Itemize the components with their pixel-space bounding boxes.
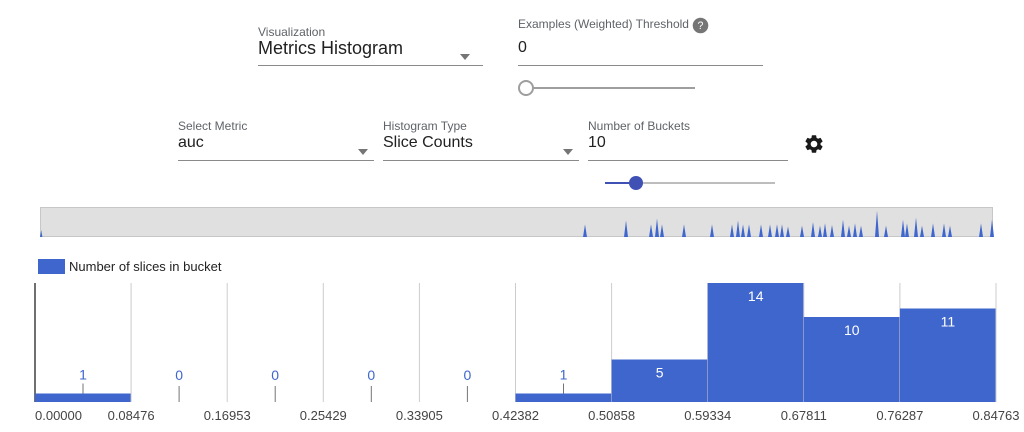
svg-text:0.76287: 0.76287 bbox=[876, 408, 923, 423]
svg-text:0: 0 bbox=[271, 367, 279, 383]
svg-text:0.00000: 0.00000 bbox=[35, 408, 82, 423]
svg-text:0.16953: 0.16953 bbox=[204, 408, 251, 423]
svg-text:14: 14 bbox=[748, 288, 764, 304]
svg-text:0.25429: 0.25429 bbox=[300, 408, 347, 423]
svg-text:0: 0 bbox=[464, 367, 472, 383]
svg-text:0.33905: 0.33905 bbox=[396, 408, 443, 423]
svg-text:1: 1 bbox=[560, 367, 568, 383]
svg-text:0.67811: 0.67811 bbox=[781, 408, 827, 423]
svg-text:0.42382: 0.42382 bbox=[492, 408, 539, 423]
svg-text:1: 1 bbox=[79, 367, 87, 383]
svg-text:0.84763: 0.84763 bbox=[973, 408, 1020, 423]
svg-text:10: 10 bbox=[844, 322, 860, 338]
svg-text:5: 5 bbox=[656, 365, 664, 381]
svg-text:0.59334: 0.59334 bbox=[684, 408, 731, 423]
svg-text:0.08476: 0.08476 bbox=[108, 408, 155, 423]
svg-text:Number of slices in bucket: Number of slices in bucket bbox=[69, 259, 222, 274]
svg-text:0: 0 bbox=[367, 367, 375, 383]
svg-text:11: 11 bbox=[941, 314, 956, 330]
svg-text:0.50858: 0.50858 bbox=[588, 408, 635, 423]
svg-text:0: 0 bbox=[175, 367, 183, 383]
